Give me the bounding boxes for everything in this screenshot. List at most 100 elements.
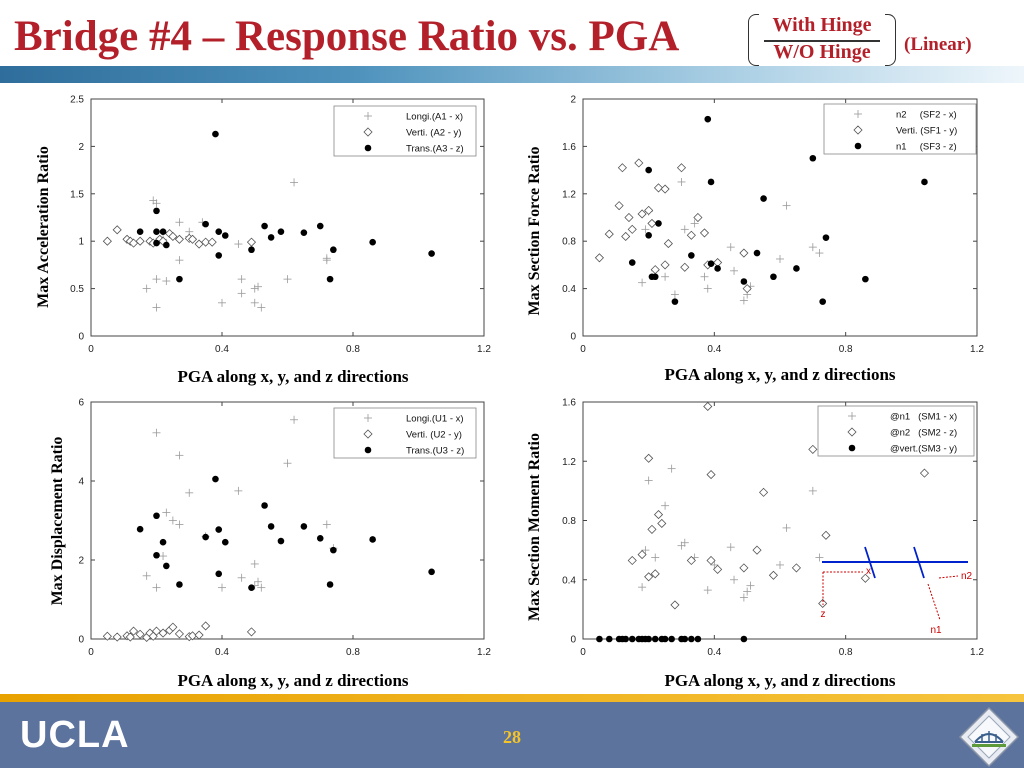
y-tick-label: 0.8 (562, 516, 576, 527)
series-3 (596, 635, 748, 643)
legend-box (817, 405, 975, 457)
legend-marker (364, 112, 372, 120)
data-point (174, 234, 184, 244)
schematic-label: n1 (930, 625, 942, 636)
data-point (135, 236, 145, 246)
data-point (152, 275, 161, 284)
data-point (267, 523, 275, 530)
left-bracket (748, 14, 759, 66)
legend: @n1 (SM1 - x) @n2 (SM2 - z) @vert.(SM3 - y… (817, 405, 975, 457)
x-tick-label: 1.2 (477, 647, 491, 658)
legend-marker (848, 444, 856, 452)
data-point (202, 220, 209, 228)
data-point (621, 231, 631, 242)
y-tick-label: 2 (570, 95, 576, 106)
data-point (655, 220, 662, 227)
data-point (215, 570, 223, 578)
data-point (660, 260, 670, 270)
data-point (152, 199, 161, 208)
data-point (693, 212, 703, 223)
legend-marker (363, 429, 373, 439)
data-point (300, 229, 308, 236)
x-tick-label: 1.2 (970, 344, 984, 355)
data-point (159, 552, 168, 561)
data-point (819, 298, 826, 305)
data-point (919, 468, 930, 478)
series-2 (102, 621, 257, 642)
data-point (694, 635, 702, 643)
data-point (637, 550, 647, 560)
legend-label: Trans.(A3 - z) (406, 144, 464, 155)
x-axis-label: PGA along x, y, and z directions (177, 367, 408, 386)
data-point (776, 254, 784, 263)
y-tick-label: 0.5 (70, 284, 84, 295)
data-point (690, 219, 699, 228)
data-point (637, 209, 647, 219)
data-point (369, 238, 376, 246)
data-point (739, 296, 748, 305)
data-point (135, 629, 145, 639)
data-point (726, 543, 735, 552)
y-tick-label: 0 (570, 332, 576, 343)
y-tick-label: 0.8 (562, 237, 576, 248)
data-point (739, 593, 748, 602)
x-axis-label: PGA along x, y, and z directions (664, 671, 895, 690)
data-point (596, 635, 603, 643)
x-tick-label: 0.4 (215, 344, 229, 355)
data-point (163, 562, 170, 570)
data-point (651, 635, 659, 643)
chart-3: 0 0.4 0.8 1.2 0 2 4 6 PGA along x, y, and z dire… (49, 398, 491, 691)
data-point (153, 551, 160, 559)
data-point (730, 266, 739, 275)
data-point (663, 239, 673, 249)
data-point (668, 635, 675, 643)
legend-label: Verti. (A2 - y) (406, 128, 461, 139)
data-point (740, 278, 748, 285)
y-tick-label: 0.4 (562, 284, 576, 295)
legend-label: Trans.(U3 - z) (406, 446, 464, 457)
x-tick-label: 0.4 (707, 647, 721, 658)
data-point (688, 635, 695, 643)
linear-label: (Linear) (904, 34, 972, 55)
data-point (641, 546, 650, 555)
data-point (248, 584, 255, 591)
data-point (221, 538, 229, 546)
legend-label: n1 (SF3 - z) (896, 142, 957, 153)
data-point (316, 534, 324, 542)
data-point (168, 516, 177, 525)
data-point (129, 626, 139, 636)
data-point (162, 277, 171, 286)
data-point (218, 583, 226, 592)
y-tick-label: 1.2 (562, 189, 576, 200)
data-point (628, 259, 636, 266)
ucla-logo: UCLA (20, 714, 130, 756)
data-point (176, 581, 183, 588)
x-tick-label: 0.8 (839, 647, 853, 658)
data-point (862, 275, 869, 283)
data-point (809, 154, 817, 162)
data-point (300, 523, 308, 530)
data-point (218, 298, 226, 307)
data-point (142, 284, 151, 293)
data-point (671, 298, 679, 305)
data-point (187, 234, 198, 244)
data-point (261, 222, 268, 230)
data-point (153, 207, 160, 215)
data-point (641, 225, 650, 234)
data-point (680, 225, 689, 234)
data-point (743, 587, 752, 596)
data-point (707, 178, 715, 186)
y-tick-label: 1.6 (562, 142, 576, 153)
data-point (644, 476, 653, 485)
ratio-denominator: W/O Hinge (773, 41, 871, 63)
data-point (815, 249, 824, 258)
data-point (651, 273, 659, 281)
data-point (746, 581, 755, 590)
data-point (818, 598, 828, 609)
legend-marker (854, 142, 862, 150)
member-schematic: x n2 z n1 (821, 546, 973, 636)
legend-marker (364, 414, 372, 422)
data-point (215, 228, 223, 236)
data-point (645, 635, 652, 643)
x-tick-label: 0 (88, 647, 94, 658)
